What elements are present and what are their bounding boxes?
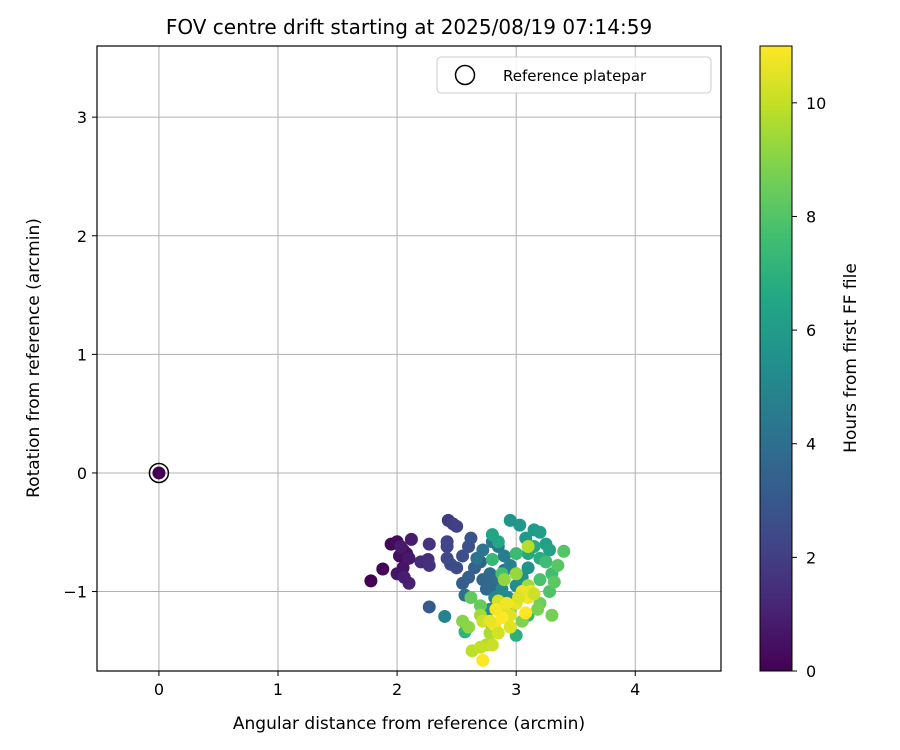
colorbar-gradient bbox=[759, 45, 793, 672]
reference-ring bbox=[148, 462, 170, 484]
scatter-point bbox=[422, 558, 436, 572]
scatter-point bbox=[557, 544, 571, 558]
colorbar-tick-label: 8 bbox=[806, 207, 816, 226]
scatter-point bbox=[503, 620, 517, 634]
x-axis-label: Angular distance from reference (arcmin) bbox=[233, 714, 585, 734]
y-tick-label: 0 bbox=[77, 464, 87, 483]
scatter-point bbox=[521, 561, 535, 575]
colorbar: 0 2 4 6 8 10 Hours from first FF file bbox=[759, 45, 861, 681]
scatter-point bbox=[450, 519, 464, 533]
scatter-point bbox=[422, 537, 436, 551]
scatter-point bbox=[464, 531, 478, 545]
scatter-point bbox=[497, 573, 511, 587]
scatter-point bbox=[500, 596, 514, 610]
colorbar-tick-label: 2 bbox=[806, 548, 816, 567]
scatter-point bbox=[533, 525, 547, 539]
scatter-point bbox=[509, 547, 523, 561]
scatter-point bbox=[397, 570, 411, 584]
y-axis-ticks: −1 0 1 2 3 bbox=[63, 108, 97, 602]
scatter-point bbox=[491, 626, 505, 640]
scatter-point bbox=[513, 518, 527, 532]
colorbar-tick-label: 10 bbox=[806, 94, 826, 113]
scatter-point bbox=[396, 561, 410, 575]
scatter-point bbox=[533, 573, 547, 587]
y-tick-label: 1 bbox=[77, 345, 87, 364]
scatter-point bbox=[476, 653, 490, 667]
scatter-point bbox=[509, 567, 523, 581]
scatter-point bbox=[512, 590, 526, 604]
scatter-point bbox=[462, 620, 476, 634]
scatter-point bbox=[531, 602, 545, 616]
colorbar-tick-label: 4 bbox=[806, 435, 816, 454]
plot-frame bbox=[96, 45, 722, 672]
reference-platepar-marker bbox=[148, 462, 170, 484]
y-tick-label: 3 bbox=[77, 108, 87, 127]
scatter-point bbox=[456, 549, 470, 563]
scatter-point bbox=[551, 558, 565, 572]
colorbar-tick-label: 0 bbox=[806, 662, 816, 681]
x-tick-label: 1 bbox=[273, 680, 283, 699]
x-tick-label: 4 bbox=[630, 680, 640, 699]
scatter-point bbox=[476, 543, 490, 557]
colorbar-tick-label: 6 bbox=[806, 321, 816, 340]
x-tick-label: 0 bbox=[154, 680, 164, 699]
scatter-point bbox=[422, 600, 436, 614]
scatter-point bbox=[547, 575, 561, 589]
scatter-point bbox=[485, 638, 499, 652]
scatter-point bbox=[402, 551, 416, 565]
scatter-point bbox=[473, 640, 487, 654]
scatter-point bbox=[464, 590, 478, 604]
scatter-point bbox=[450, 561, 464, 575]
legend-label: Reference platepar bbox=[503, 67, 647, 85]
scatter-point bbox=[462, 570, 476, 584]
scatter-point bbox=[485, 553, 499, 567]
scatter-points bbox=[364, 513, 571, 667]
scatter-point bbox=[440, 539, 454, 553]
y-tick-label: −1 bbox=[63, 583, 87, 602]
x-axis-ticks: 0 1 2 3 4 bbox=[154, 671, 640, 699]
colorbar-ticks: 0 2 4 6 8 10 bbox=[792, 94, 826, 681]
scatter-point bbox=[404, 532, 418, 546]
scatter-point bbox=[376, 562, 390, 576]
scatter-point bbox=[497, 549, 511, 563]
scatter-point bbox=[489, 602, 503, 616]
x-tick-label: 3 bbox=[511, 680, 521, 699]
scatter-point bbox=[473, 599, 487, 613]
chart-title: FOV centre drift starting at 2025/08/19 … bbox=[166, 15, 652, 39]
x-tick-label: 2 bbox=[392, 680, 402, 699]
scatter-point bbox=[545, 608, 559, 622]
scatter-point bbox=[394, 539, 408, 553]
legend-marker-icon bbox=[454, 64, 476, 86]
scatter-point bbox=[483, 614, 497, 628]
scatter-point bbox=[539, 555, 553, 569]
scatter-point bbox=[521, 539, 535, 553]
scatter-point bbox=[491, 535, 505, 549]
scatter-point bbox=[364, 574, 378, 588]
colorbar-label: Hours from first FF file bbox=[841, 263, 861, 453]
legend-box bbox=[436, 56, 712, 94]
legend: Reference platepar bbox=[436, 56, 712, 94]
scatter-point bbox=[527, 587, 541, 601]
scatter-point bbox=[519, 606, 533, 620]
y-axis-label: Rotation from reference (arcmin) bbox=[24, 218, 44, 498]
reference-point bbox=[152, 466, 166, 480]
y-tick-label: 2 bbox=[77, 227, 87, 246]
grid-lines bbox=[97, 46, 721, 671]
scatter-point bbox=[543, 543, 557, 557]
scatter-point bbox=[438, 609, 452, 623]
